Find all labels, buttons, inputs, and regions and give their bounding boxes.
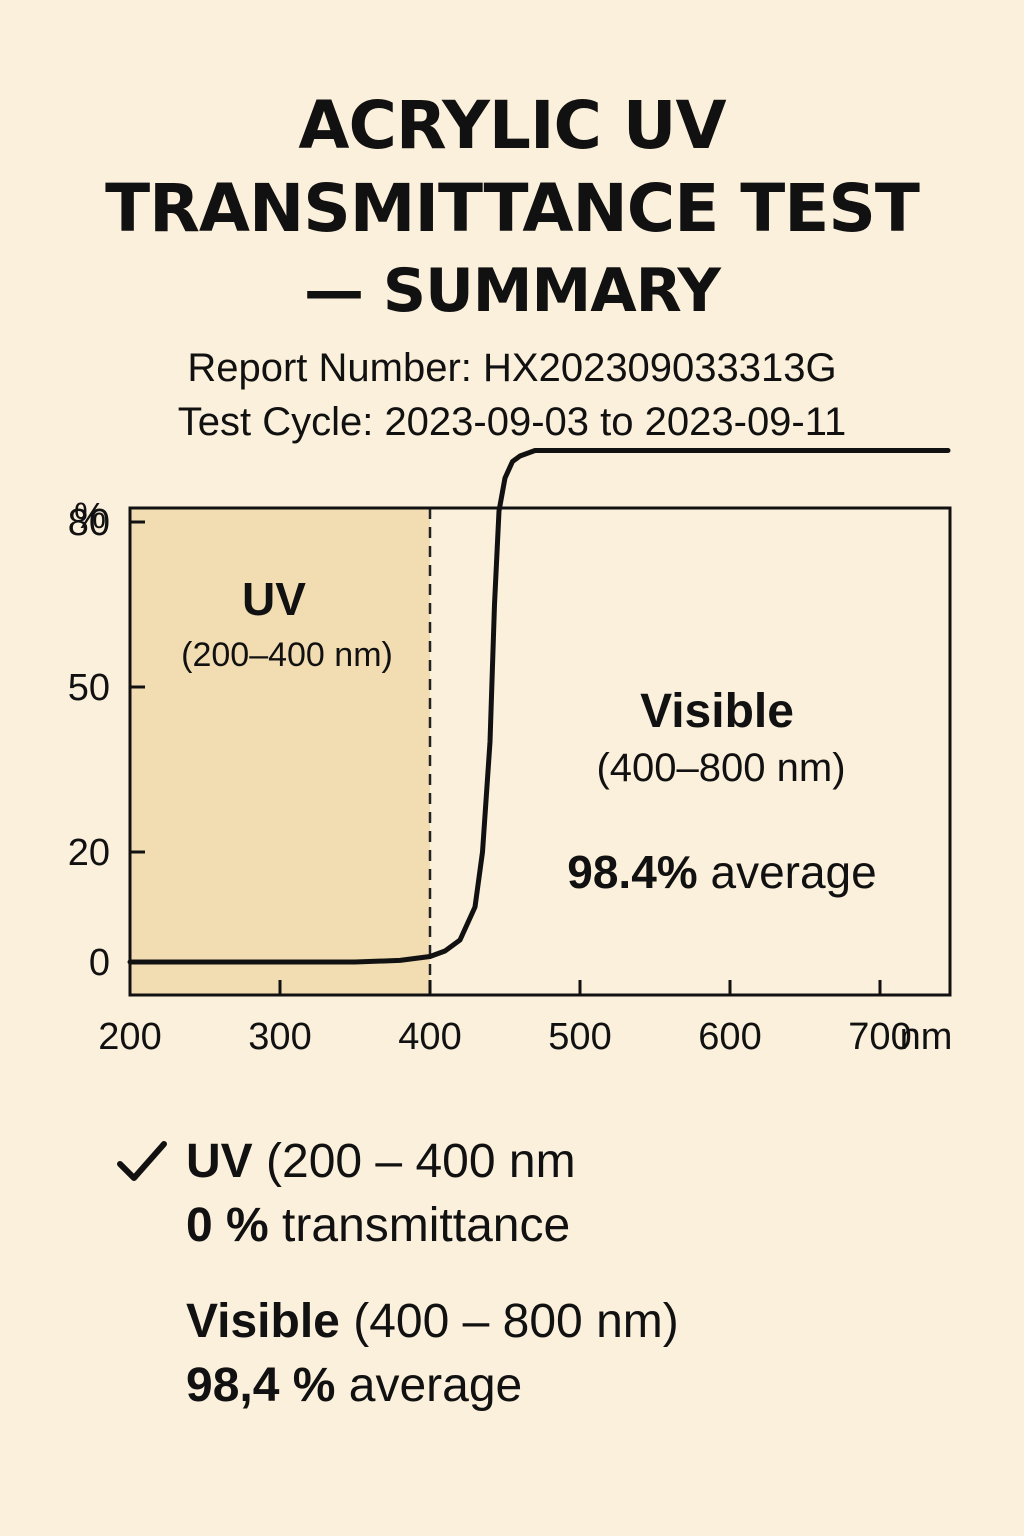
- summary-uv-value-text: transmittance: [268, 1199, 571, 1252]
- title-line-1: ACRYLIC UV: [298, 87, 726, 164]
- x-tick-label: 300: [248, 1016, 311, 1058]
- summary-uv-line2: 0 % transmittance: [186, 1194, 576, 1258]
- plot-frame: [128, 506, 952, 997]
- visible-region-range: (400–800 nm): [596, 746, 845, 790]
- report-number: Report Number: HX202309033313G: [187, 346, 837, 390]
- title-line-2: TRANSMITTANCE TEST: [105, 170, 920, 247]
- uv-region-label: UV: [242, 573, 306, 625]
- page-title: ACRYLIC UV TRANSMITTANCE TEST — SUMMARY: [0, 84, 1024, 333]
- summary-uv: UV (200 – 400 nm 0 % transmittance: [186, 1130, 576, 1258]
- summary-uv-line1: UV (200 – 400 nm: [186, 1130, 576, 1194]
- summary-visible-line2: 98,4 % average: [186, 1354, 679, 1418]
- summary-visible-value-text: average: [335, 1359, 523, 1412]
- summary-uv-range: (200 – 400 nm: [252, 1135, 576, 1188]
- visible-average-text: average: [698, 846, 877, 898]
- visible-average-value: 98.4%: [567, 846, 697, 898]
- summary-visible-value: 98,4 %: [186, 1359, 336, 1412]
- y-tick-label: 20: [68, 832, 110, 874]
- uv-region-range: (200–400 nm): [181, 636, 393, 674]
- x-tick-label: 600: [698, 1016, 761, 1058]
- summary-visible-range: (400 – 800 nm): [339, 1295, 679, 1348]
- x-tick-label: 700: [848, 1016, 911, 1058]
- summary-visible-title: Visible: [186, 1295, 340, 1348]
- visible-region-label: Visible: [640, 685, 794, 738]
- summary-uv-value: 0 %: [186, 1199, 269, 1252]
- uv-region: [130, 508, 430, 995]
- x-tick-label: 200: [98, 1016, 161, 1058]
- summary-uv-title: UV: [186, 1135, 253, 1188]
- y-tick-label: 0: [89, 942, 110, 984]
- y-tick-label: 50: [68, 667, 110, 709]
- test-cycle: Test Cycle: 2023-09-03 to 2023-09-11: [177, 400, 847, 444]
- summary-visible-line1: Visible (400 – 800 nm): [186, 1290, 679, 1354]
- summary-visible: Visible (400 – 800 nm) 98,4 % average: [186, 1290, 679, 1418]
- y-axis-label: %: [74, 495, 106, 536]
- visible-average-annotation: 98.4% average: [567, 846, 876, 898]
- x-axis-ticks: 200 300 400 500 600 700: [98, 980, 912, 1058]
- check-icon: [117, 1141, 167, 1181]
- x-axis-label: nm: [900, 1016, 953, 1058]
- x-tick-label: 400: [398, 1016, 461, 1058]
- x-tick-label: 500: [548, 1016, 611, 1058]
- y-tick-label: 80: [68, 502, 110, 544]
- title-line-3: — SUMMARY: [303, 256, 721, 326]
- y-axis-ticks: 0 20 50 80: [68, 502, 145, 984]
- transmittance-curve: [127, 448, 951, 965]
